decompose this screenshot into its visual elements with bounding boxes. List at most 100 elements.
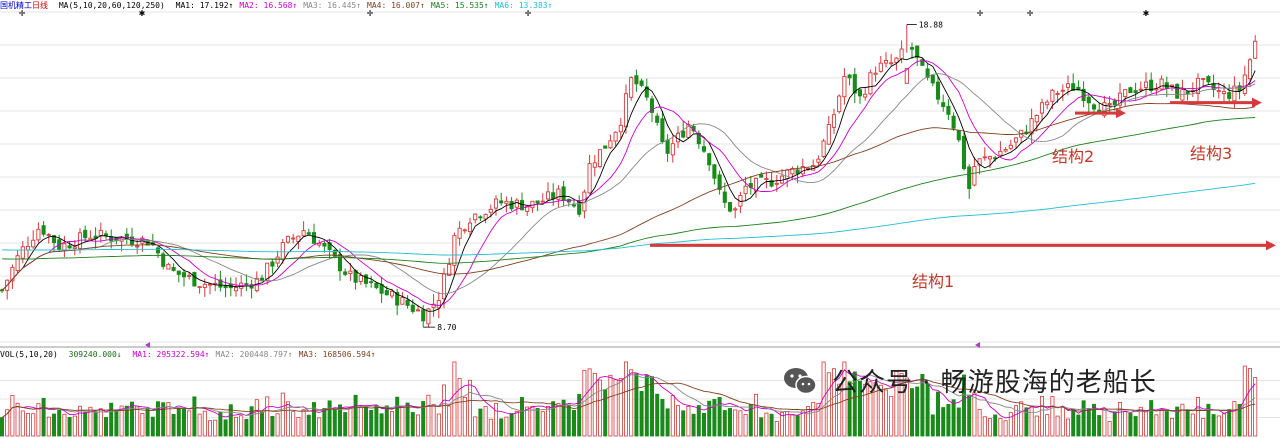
candle-body-83 bbox=[431, 303, 436, 309]
volume-bar-172 bbox=[894, 371, 899, 437]
volume-bar-35 bbox=[181, 408, 186, 437]
volume-bar-119 bbox=[618, 378, 623, 437]
candle-body-120 bbox=[623, 93, 629, 128]
volume-bar-125 bbox=[650, 376, 655, 437]
candle-body-159 bbox=[826, 124, 831, 145]
volume-ma-lines bbox=[1, 369, 1256, 419]
candle-body-200 bbox=[1039, 102, 1045, 114]
volume-bar-113 bbox=[587, 368, 592, 437]
candle-body-67 bbox=[348, 270, 353, 275]
volume-bar-76 bbox=[395, 396, 400, 437]
structure1-label: 结构1 bbox=[912, 272, 955, 291]
volume-bar-26 bbox=[135, 405, 140, 437]
volume-bar-185 bbox=[962, 374, 967, 437]
candle-body-201 bbox=[1045, 101, 1050, 106]
candle-body-101 bbox=[525, 205, 530, 212]
volume-bar-19 bbox=[98, 408, 103, 437]
volume-bar-219 bbox=[1138, 406, 1143, 437]
volume-bar-225 bbox=[1170, 417, 1175, 437]
volume-bar-129 bbox=[670, 395, 675, 437]
volume-bar-173 bbox=[899, 373, 904, 437]
candle-body-128 bbox=[665, 139, 670, 154]
candle-body-218 bbox=[1133, 90, 1138, 94]
volume-bar-45 bbox=[233, 416, 238, 437]
volume-bar-5 bbox=[25, 413, 30, 437]
volume-bar-59 bbox=[306, 414, 311, 437]
candle-body-170 bbox=[883, 59, 889, 64]
candle-body-215 bbox=[1117, 92, 1123, 106]
ma-params: MA(5,10,20,60,120,250) bbox=[58, 1, 165, 10]
volume-bar-228 bbox=[1185, 409, 1190, 437]
volume-bar-53 bbox=[275, 413, 280, 437]
candle-body-193 bbox=[1003, 149, 1008, 152]
candle-body-210 bbox=[1091, 104, 1097, 110]
volume-bar-181 bbox=[941, 407, 946, 437]
candle-body-132 bbox=[686, 124, 691, 138]
volume-bar-86 bbox=[447, 405, 452, 437]
candle-body-186 bbox=[967, 166, 972, 190]
volume-bar-65 bbox=[337, 404, 342, 437]
axis-marker-1 bbox=[975, 342, 980, 348]
candle-body-85 bbox=[441, 273, 447, 300]
volume-bar-229 bbox=[1190, 413, 1195, 437]
candle-body-110 bbox=[571, 204, 577, 207]
stock-name: 国机精工 bbox=[0, 1, 32, 10]
volume-bar-192 bbox=[998, 418, 1003, 437]
volume-bar-12 bbox=[62, 413, 67, 437]
candle-body-123 bbox=[639, 80, 644, 86]
volume-bar-168 bbox=[873, 382, 878, 437]
volume-bar-214 bbox=[1112, 412, 1117, 437]
candle-body-195 bbox=[1013, 137, 1019, 143]
candle-body-43 bbox=[223, 285, 228, 289]
candle-body-94 bbox=[488, 208, 493, 213]
candle-body-38 bbox=[197, 286, 202, 289]
candle-body-30 bbox=[155, 247, 161, 254]
candle-body-164 bbox=[852, 74, 857, 94]
volume-bar-54 bbox=[280, 392, 285, 437]
candle-body-60 bbox=[311, 232, 317, 244]
volume-bar-209 bbox=[1086, 408, 1091, 437]
candle-body-65 bbox=[337, 254, 343, 272]
candle-body-152 bbox=[790, 168, 795, 175]
volume-bar-204 bbox=[1060, 406, 1065, 437]
candle-body-161 bbox=[837, 95, 842, 113]
candle-body-175 bbox=[909, 47, 915, 50]
volume-bar-81 bbox=[421, 401, 426, 437]
candle-body-203 bbox=[1055, 93, 1060, 95]
candle-body-98 bbox=[509, 200, 514, 210]
candle-body-78 bbox=[405, 299, 410, 306]
candle-body-76 bbox=[395, 292, 400, 306]
volume-bar-167 bbox=[868, 381, 873, 437]
candle-body-70 bbox=[363, 274, 369, 284]
volume-bar-152 bbox=[790, 414, 795, 437]
volume-bar-216 bbox=[1123, 411, 1128, 437]
axis-marker-0 bbox=[145, 342, 150, 348]
candle-body-209 bbox=[1086, 96, 1091, 104]
candle-body-221 bbox=[1149, 79, 1154, 92]
ma-line-5 bbox=[1, 55, 1256, 312]
volume-bar-90 bbox=[467, 379, 472, 437]
volume-bar-146 bbox=[759, 417, 764, 437]
volume-bar-14 bbox=[72, 415, 77, 437]
volume-bar-104 bbox=[540, 411, 545, 437]
volume-bar-198 bbox=[1029, 405, 1034, 437]
candle-body-99 bbox=[514, 199, 519, 208]
candle-body-81 bbox=[421, 309, 426, 322]
volume-bar-99 bbox=[514, 410, 519, 437]
structure2-label: 结构2 bbox=[1052, 147, 1095, 166]
volume-bar-161 bbox=[837, 383, 842, 437]
volume-bar-39 bbox=[202, 410, 207, 437]
candle-body-217 bbox=[1128, 87, 1133, 94]
candle-body-204 bbox=[1060, 89, 1065, 92]
ma-value-5: MA5: 15.535↑ bbox=[430, 1, 489, 10]
low-price-label: 8.70 bbox=[437, 323, 456, 332]
ma-value-1: MA1: 17.192↑ bbox=[175, 1, 234, 10]
volume-bar-239 bbox=[1242, 365, 1247, 437]
candle-body-140 bbox=[727, 202, 733, 212]
candle-body-17 bbox=[88, 237, 93, 241]
candle-body-39 bbox=[202, 283, 207, 288]
volume-bar-230 bbox=[1196, 397, 1201, 437]
candle-body-64 bbox=[332, 249, 337, 257]
volume-bar-111 bbox=[577, 393, 582, 437]
